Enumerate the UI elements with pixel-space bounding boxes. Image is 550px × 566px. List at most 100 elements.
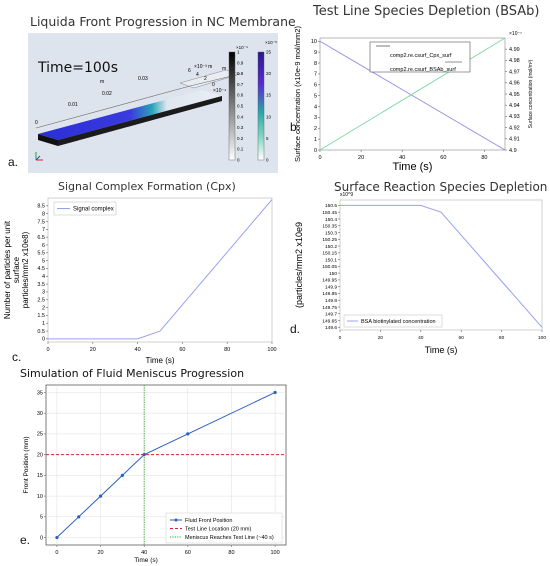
x-tick-label: 100	[267, 347, 276, 353]
data-point	[186, 432, 190, 436]
x-tick-label: 20	[378, 335, 384, 341]
y-tick-label: 149.65	[322, 318, 337, 324]
panel-e-chart: Simulation of Fluid Meniscus Progression…	[0, 365, 300, 566]
chart-d: 0 20 40 60 80 100149.6149.65149.7149.75149.81…	[294, 192, 546, 355]
colorbar-grey-tick: 1	[237, 50, 240, 55]
y-tick-label: 10	[37, 494, 43, 500]
x-tick-label: 60	[179, 347, 185, 353]
panel-b-label: b.	[290, 120, 301, 134]
x-tick-label: 80	[224, 347, 230, 353]
colorbar-grey	[228, 51, 236, 161]
x-tick-label: 20	[358, 155, 364, 161]
series-line-0	[340, 204, 543, 328]
colorbar-grey-tick: 0.6	[237, 93, 244, 98]
y-tick-label: 25	[37, 432, 43, 438]
chart-c: 0 20 40 60 80 100 0 0.5 1 1.5 22.5 3 3.5 4 4.5 55.5 6 6.5…	[3, 197, 277, 365]
y-tick-label: 149.85	[322, 291, 337, 297]
colorbar-grey-tick: 0.8	[237, 71, 244, 76]
y-tick-label: 5	[40, 515, 43, 521]
y-axis-title: (particles/mm2 x10e9	[294, 222, 304, 308]
y-axis-title-line: particles/mm2 x10e8)	[21, 231, 30, 308]
simulation-canvas	[28, 33, 278, 173]
y-tick-label: 4	[314, 104, 317, 110]
panel-a-title: Liquida Front Progression in NC Membrane	[30, 14, 296, 29]
triad-y-axis	[35, 155, 41, 161]
x-tick-label: 100	[270, 550, 279, 556]
legend-entry-1: comp2.re.csurf_BSAb_surf	[390, 67, 456, 73]
y-tick-label: 3	[42, 290, 45, 296]
y-tick-label: 8	[42, 211, 45, 217]
legend-entry-0: comp2.re.csurf_Cpx_surf	[390, 53, 452, 59]
y-tick-label: 150	[329, 271, 337, 277]
y-tick-label: 35	[37, 390, 43, 396]
plot-frame	[45, 384, 287, 546]
y-tick-label: 7	[42, 227, 45, 233]
colorbar-grey-exp: ×10⁻⁹	[236, 45, 248, 50]
legend-marker	[174, 518, 178, 522]
membrane-end-cap	[38, 134, 58, 146]
panel-e-label: e.	[20, 533, 31, 547]
y-axis-title-line: surface	[12, 256, 21, 283]
data-point	[55, 535, 59, 540]
y-tick-label: 5	[314, 93, 317, 99]
render-exp-label: ×10⁻³ m	[194, 64, 212, 70]
x-tick-label: 0	[318, 155, 321, 161]
render-exp-label: ×10⁻⁴	[213, 88, 226, 94]
frame-line	[35, 85, 191, 129]
x-tick-label: 100	[538, 335, 546, 341]
membrane-top-face	[38, 90, 222, 140]
render-axis-tick: 0.03	[138, 76, 148, 82]
colorbar-grey-tick: 0.2	[237, 136, 244, 141]
colorbar-blue-tick: 10	[266, 114, 272, 119]
y-tick-label: 30	[37, 411, 43, 417]
y-tick-label: 1	[314, 137, 317, 143]
y2-tick-label: 4.96	[509, 81, 520, 87]
data-point	[98, 494, 103, 498]
y-tick-label: 150.3	[325, 230, 337, 236]
legend-box	[343, 314, 443, 328]
y2-tick-label: 4.93	[509, 114, 520, 120]
render-side-tick: 4	[196, 72, 199, 78]
render-side-tick: 2	[204, 76, 207, 82]
x-axis-title: Time (s)	[425, 345, 458, 355]
x-tick-label: 40	[418, 335, 424, 341]
y-axis-title: Surface concentration (x10e-9 mol/mm2)	[293, 26, 302, 162]
panel-a-label: a.	[8, 155, 19, 169]
panel-c-title: Signal Complex Formation (Cpx)	[58, 180, 236, 193]
plot-frame	[47, 197, 273, 343]
y-tick-label: 3.5	[37, 282, 45, 288]
panel-e-title: Simulation of Fluid Meniscus Progression	[20, 367, 245, 380]
y2-tick-label: 4.95	[509, 92, 520, 98]
x-axis-title: Time (s)	[134, 557, 158, 564]
y-tick-label: 149.75	[322, 305, 337, 311]
y-tick-label: 20	[37, 452, 43, 458]
y-tick-label: 150.05	[322, 264, 337, 270]
y-tick-label: 149.6	[325, 325, 337, 331]
colorbar-blue-tick: 20	[266, 71, 272, 76]
x-axis-title: Time (s)	[393, 161, 433, 173]
y2-tick-label: 4.98	[509, 58, 520, 64]
panel-b-chart: Test Line Species Depletion (BSAb) 0 20 40…	[290, 0, 550, 173]
y-tick-label: 5	[42, 258, 45, 264]
y-tick-label: 6	[42, 243, 45, 249]
y-tick-label: 2	[314, 126, 317, 132]
colorbar-grey-tick: 0.5	[237, 104, 244, 109]
data-point	[120, 473, 124, 477]
x-tick-label: 60	[459, 335, 465, 341]
colorbar-blue-tick: 0	[266, 158, 269, 163]
x-tick-label: 40	[399, 155, 405, 161]
y2-tick-label: 4.92	[509, 125, 520, 131]
y-tick-label: 7	[314, 72, 317, 78]
data-point	[142, 453, 146, 457]
colorbar-blue-tick: 25	[266, 50, 272, 55]
y-tick-label: 150.25	[322, 237, 337, 243]
y-tick-label: 3	[314, 115, 317, 121]
y-tick-label: 6	[314, 83, 317, 89]
panel-d-label: d.	[290, 322, 301, 336]
y-tick-label: 2.5	[37, 298, 45, 304]
y-tick-label: 0.5	[37, 329, 45, 335]
y-tick-label: 6.5	[37, 235, 45, 241]
colorbar-grey-tick: 0.4	[237, 114, 244, 119]
x-tick-label: 60	[440, 155, 446, 161]
y-tick-label: 1.5	[37, 313, 45, 319]
